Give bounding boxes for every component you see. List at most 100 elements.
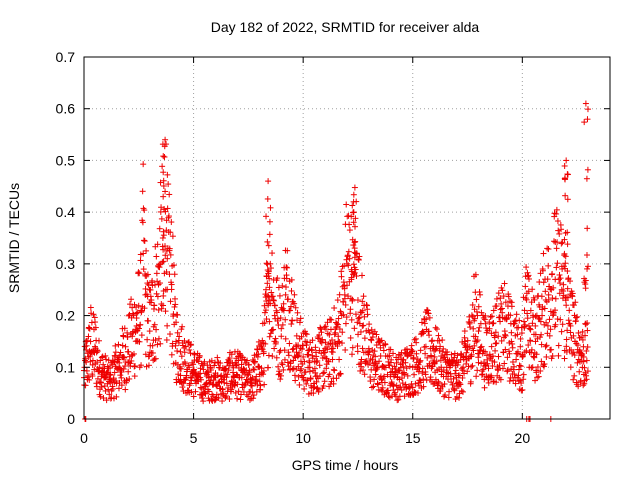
- data-point: [447, 373, 454, 380]
- data-point: [99, 368, 106, 375]
- data-point: [417, 347, 424, 354]
- data-point: [102, 387, 109, 394]
- data-point: [449, 381, 456, 388]
- data-point: [582, 332, 589, 339]
- data-point: [509, 344, 516, 351]
- data-point: [351, 325, 358, 332]
- data-point: [560, 288, 567, 295]
- data-point: [380, 347, 387, 354]
- data-point: [578, 350, 585, 357]
- peak-point: [351, 269, 358, 276]
- data-point: [259, 346, 266, 353]
- data-point: [240, 388, 247, 395]
- data-point: [579, 351, 586, 358]
- data-point: [354, 348, 361, 355]
- data-point: [529, 286, 536, 293]
- peak-point: [264, 267, 271, 274]
- data-point: [487, 314, 494, 321]
- data-point: [217, 360, 224, 367]
- data-point: [276, 368, 283, 375]
- data-point: [198, 376, 205, 383]
- data-point: [504, 367, 511, 374]
- data-point: [386, 362, 393, 369]
- data-point: [574, 359, 581, 366]
- data-point: [250, 366, 257, 373]
- data-point: [112, 342, 119, 349]
- data-point: [186, 380, 193, 387]
- data-point: [403, 346, 410, 353]
- data-point: [361, 335, 368, 342]
- peak-point: [584, 116, 591, 123]
- data-point: [475, 354, 482, 361]
- data-point: [308, 346, 315, 353]
- data-point: [382, 341, 389, 348]
- data-point: [195, 370, 202, 377]
- data-point: [420, 328, 427, 335]
- data-point: [131, 373, 138, 380]
- data-point: [426, 332, 433, 339]
- data-point: [270, 326, 277, 333]
- peak-point: [584, 166, 591, 173]
- peak-point: [163, 217, 170, 224]
- data-point: [499, 365, 506, 372]
- data-point: [448, 379, 455, 386]
- data-point: [254, 346, 261, 353]
- data-point: [295, 373, 302, 380]
- data-point: [340, 298, 347, 305]
- data-point: [406, 385, 413, 392]
- data-point: [371, 376, 378, 383]
- data-point: [223, 374, 230, 381]
- data-point: [571, 352, 578, 359]
- data-point: [229, 377, 236, 384]
- data-point: [543, 353, 550, 360]
- data-point: [98, 379, 105, 386]
- data-point: [190, 393, 197, 400]
- y-tick-label: 0.3: [56, 256, 76, 272]
- data-point: [528, 346, 535, 353]
- peak-point: [160, 232, 167, 239]
- data-point: [488, 343, 495, 350]
- data-point: [491, 359, 498, 366]
- data-point: [348, 213, 355, 220]
- data-point: [539, 312, 546, 319]
- data-point: [432, 346, 439, 353]
- data-point: [271, 345, 278, 352]
- data-point: [355, 256, 362, 263]
- data-point: [433, 345, 440, 352]
- data-point: [185, 362, 192, 369]
- data-point: [171, 295, 178, 302]
- data-point: [570, 302, 577, 309]
- data-point: [283, 275, 290, 282]
- data-point: [111, 359, 118, 366]
- data-point: [504, 354, 511, 361]
- data-point: [420, 330, 427, 337]
- peak-point: [265, 242, 272, 249]
- data-point: [335, 338, 342, 345]
- data-point: [485, 365, 492, 372]
- data-point: [352, 311, 359, 318]
- data-point: [331, 304, 338, 311]
- data-point: [326, 331, 333, 338]
- data-point: [174, 348, 181, 355]
- data-point: [411, 388, 418, 395]
- data-point: [502, 332, 509, 339]
- data-point: [141, 238, 148, 245]
- data-point: [541, 305, 548, 312]
- data-point: [251, 358, 258, 365]
- data-point: [464, 368, 471, 375]
- data-point: [342, 320, 349, 327]
- data-point: [310, 390, 317, 397]
- data-point: [348, 316, 355, 323]
- data-point: [140, 161, 147, 168]
- data-point: [539, 267, 546, 274]
- data-point: [361, 371, 368, 378]
- data-point: [94, 347, 101, 354]
- data-point: [159, 163, 166, 170]
- data-point: [277, 372, 284, 379]
- data-point: [167, 331, 174, 338]
- data-point: [474, 367, 481, 374]
- data-point: [225, 367, 232, 374]
- data-point: [498, 337, 505, 344]
- peak-point: [263, 213, 270, 220]
- data-point: [480, 348, 487, 355]
